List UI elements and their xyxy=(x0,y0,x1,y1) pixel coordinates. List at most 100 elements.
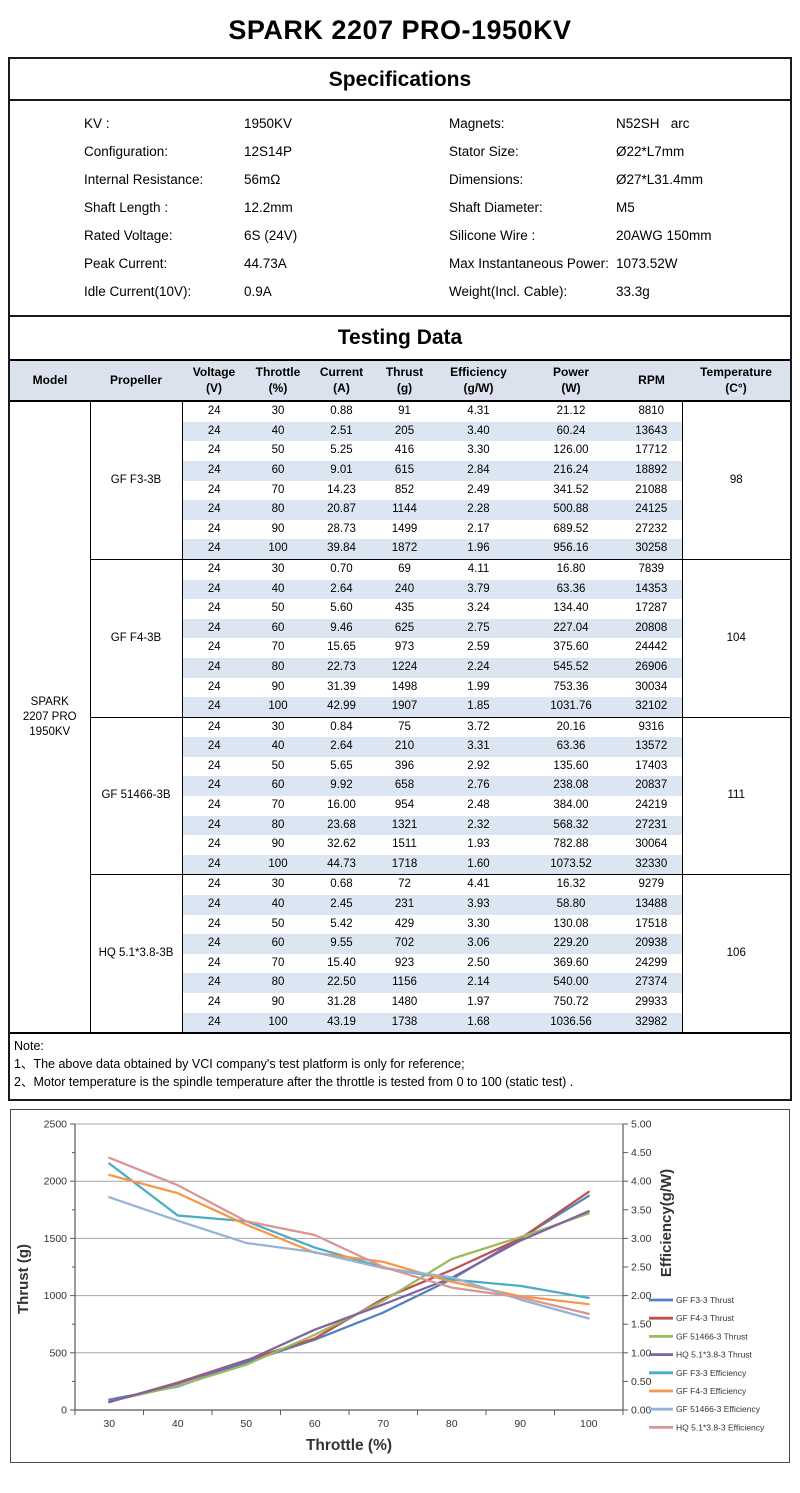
data-cell: 44.73 xyxy=(310,854,373,875)
table-row: 24 80 20.87 1144 2.28 500.88 24125 xyxy=(10,500,790,520)
temperature-cell: 111 xyxy=(681,716,790,875)
legend-label: GF 51466-3 Thrust xyxy=(676,1331,748,1341)
data-cell: 24 xyxy=(207,522,221,535)
data-cell: 20.87 xyxy=(310,500,373,520)
propeller-cell: GF F4-3B xyxy=(90,558,183,718)
right-axis-tick-label: 2.00 xyxy=(631,1290,652,1302)
data-cell: 8810 xyxy=(621,400,682,422)
model-line: 1950KV xyxy=(29,725,71,738)
data-cell: 70 xyxy=(271,956,285,969)
data-cell: 24219 xyxy=(635,799,668,812)
data-cell: 134.40 xyxy=(553,602,589,615)
data-cell: 50 xyxy=(271,444,285,457)
data-cell: 30 xyxy=(246,716,310,738)
data-cell: 30034 xyxy=(635,680,668,693)
data-cell: 3.31 xyxy=(436,737,521,757)
bottom-axis-tick-label: 30 xyxy=(103,1418,115,1430)
column-header-line2: (C°) xyxy=(725,380,747,395)
data-cell: 2.76 xyxy=(436,776,521,797)
data-cell: 0.68 xyxy=(310,874,373,896)
data-cell: 40 xyxy=(246,737,310,757)
table-row: 24 60 9.55 702 3.06 229.20 20938 xyxy=(10,934,790,954)
data-cell: 24 xyxy=(182,973,246,993)
data-cell: 24442 xyxy=(635,641,668,654)
data-cell: 69 xyxy=(373,558,436,580)
data-cell: 24 xyxy=(207,956,221,969)
data-cell: 2.64 xyxy=(310,737,373,757)
data-cell: 24299 xyxy=(635,956,668,969)
model-line: SPARK xyxy=(30,695,69,708)
spec-label: Max Instantaneous Power: xyxy=(449,256,609,271)
data-cell: 24 xyxy=(207,444,221,457)
column-header: Efficiency (g/W) xyxy=(436,358,521,403)
data-cell: 1.85 xyxy=(436,697,521,718)
data-cell: 22.73 xyxy=(310,657,373,678)
data-cell: 2.14 xyxy=(436,973,521,993)
table-row: 24 100 42.99 1907 1.85 1031.76 32102 xyxy=(10,697,790,718)
column-header: Propeller xyxy=(90,358,182,403)
data-cell: 540.00 xyxy=(521,973,621,993)
data-cell: 29933 xyxy=(635,996,668,1008)
column-header-line1: Thrust xyxy=(385,365,424,379)
data-cell: 80 xyxy=(246,500,310,520)
data-cell: 7839 xyxy=(621,558,682,580)
data-cell: 1031.76 xyxy=(521,697,621,718)
data-cell: 2.75 xyxy=(436,618,521,639)
data-cell: 21088 xyxy=(635,483,668,496)
data-cell: 70 xyxy=(271,483,285,496)
data-cell: 384.00 xyxy=(553,799,589,812)
right-axis-tick-label: 4.50 xyxy=(631,1147,652,1159)
table-row: 24 90 32.62 1511 1.93 782.88 30064 xyxy=(10,835,790,855)
data-cell: 2.84 xyxy=(436,460,521,481)
data-cell: 40 xyxy=(246,421,310,442)
specifications-title: Specifications xyxy=(10,59,790,101)
spec-value: 1950KV xyxy=(244,116,293,131)
model-cell: SPARK 2207 PRO 1950KV xyxy=(10,400,91,1034)
data-cell: 231 xyxy=(373,895,436,915)
legend-label: GF F4-3 Efficiency xyxy=(676,1386,747,1396)
data-cell: 90 xyxy=(271,838,285,851)
data-cell: 32102 xyxy=(621,697,682,718)
column-header-line1: Throttle xyxy=(255,365,301,379)
column-header-line2: (%) xyxy=(268,380,288,395)
data-cell: 60 xyxy=(246,618,310,639)
table-row: 24 70 16.00 954 2.48 384.00 24219 xyxy=(10,796,790,816)
data-cell: 5.42 xyxy=(330,917,353,930)
data-cell: 1907 xyxy=(373,697,436,718)
data-cell: 1144 xyxy=(373,500,436,520)
table-row: 24 100 43.19 1738 1.68 1036.56 32982 xyxy=(10,1012,790,1034)
data-cell: 227.04 xyxy=(521,618,621,639)
data-cell: 16.32 xyxy=(521,874,621,896)
data-cell: 9.46 xyxy=(310,618,373,639)
legend-label: GF F4-3 Thrust xyxy=(676,1313,735,1323)
spec-label: Internal Resistance: xyxy=(84,172,204,187)
spec-label: Rated Voltage: xyxy=(84,228,173,243)
left-axis-tick-label: 2000 xyxy=(44,1175,68,1187)
table-row: 24 50 5.60 435 3.24 134.40 17287 xyxy=(10,599,790,619)
data-cell: 1321 xyxy=(373,815,436,836)
data-cell: 20808 xyxy=(621,618,682,639)
data-cell: 24 xyxy=(182,815,246,836)
data-cell: 24 xyxy=(207,602,221,615)
data-cell: 2.24 xyxy=(436,657,521,678)
spec-value: 6S (24V) xyxy=(244,228,298,243)
data-cell: 80 xyxy=(246,657,310,678)
table-row: 24 60 9.46 625 2.75 227.04 20808 xyxy=(10,618,790,639)
data-cell: 126.00 xyxy=(553,444,589,457)
table-row: 24 90 31.28 1480 1.97 750.72 29933 xyxy=(10,993,790,1013)
spec-label: Weight(Incl. Cable): xyxy=(449,284,568,299)
data-cell: 1.60 xyxy=(436,854,521,875)
data-cell: 24 xyxy=(207,838,221,851)
data-cell: 72 xyxy=(373,874,436,896)
data-cell: 91 xyxy=(373,400,436,422)
data-cell: 21.12 xyxy=(521,400,621,422)
legend-label: GF F3-3 Thrust xyxy=(676,1295,735,1305)
table-row: GF 51466-3B 24 30 0.84 75 3.72 20.16 9316 111 xyxy=(10,716,790,875)
data-cell: 39.84 xyxy=(310,539,373,560)
data-cell: 27231 xyxy=(621,815,682,836)
table-row: 24 90 28.73 1499 2.17 689.52 27232 xyxy=(10,520,790,540)
spec-label: Peak Current: xyxy=(84,256,168,271)
propeller-cell: GF F3-3B xyxy=(90,400,183,560)
data-cell: 24 xyxy=(182,460,246,481)
data-cell: 24 xyxy=(182,500,246,520)
